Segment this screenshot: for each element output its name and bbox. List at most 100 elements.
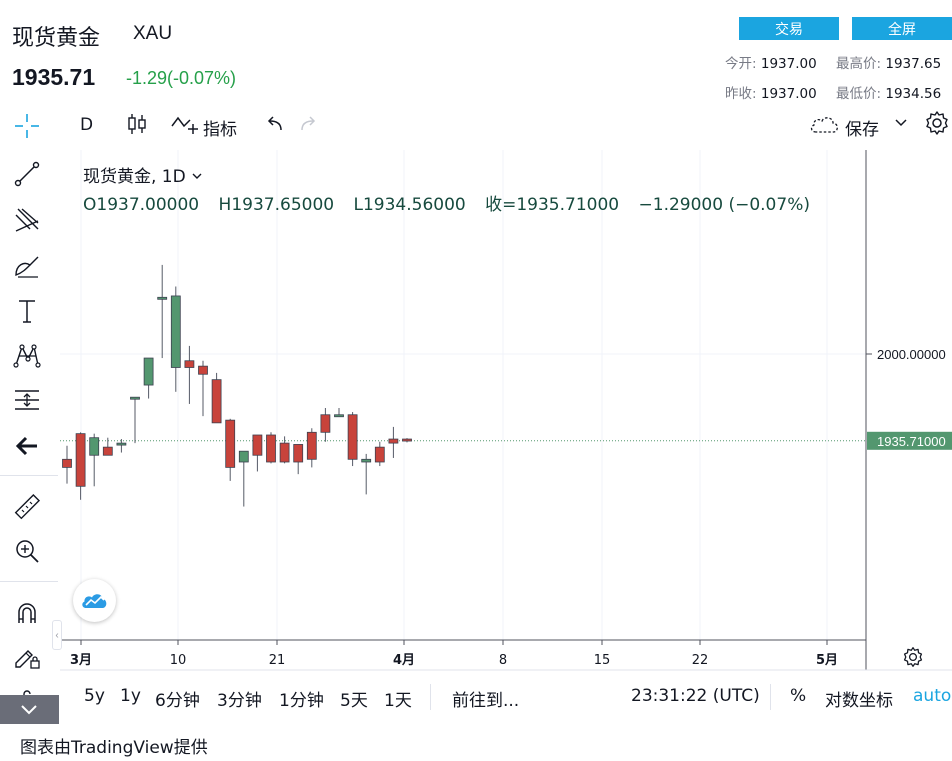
legend-close: 收=1935.71000 [485, 195, 620, 215]
legend-ohlc: O1937.00000 H1937.65000 L1934.56000 收=19… [83, 190, 824, 215]
trend-line-tool[interactable] [8, 158, 46, 190]
brush-tool[interactable] [8, 250, 46, 282]
legend-instrument[interactable]: 现货黄金, 1D [83, 162, 203, 187]
chevron-down-icon[interactable] [894, 117, 908, 129]
pattern-tool[interactable] [8, 340, 46, 372]
low-value: 1934.56 [885, 86, 942, 102]
time-tick-label: 21 [269, 653, 286, 668]
range-1min[interactable]: 1分钟 [279, 691, 324, 711]
high-label: 最高价: [836, 56, 882, 72]
redo-icon[interactable] [298, 114, 320, 134]
undo-icon[interactable] [263, 114, 285, 134]
pattern-icon [13, 344, 41, 368]
utc-clock[interactable]: 23:31:22 (UTC) [631, 686, 760, 706]
indicators-icon[interactable] [170, 112, 200, 136]
chart-axes: 2000.00000 1935.71000 3月 10 21 4月 8 15 22 5月 [60, 150, 952, 671]
candle-body [75, 433, 86, 487]
measure-tool[interactable] [8, 384, 46, 416]
candle-body [388, 438, 399, 444]
prediction-measure-icon [15, 390, 39, 410]
prev-close-stat: 昨收: 1937.00 [725, 82, 817, 102]
trend-line-icon [14, 161, 40, 187]
bottom-divider [770, 684, 771, 710]
high-value: 1937.65 [885, 56, 942, 72]
draw-lock-tool[interactable] [8, 640, 46, 672]
candle-body [184, 360, 195, 368]
magnet-tool[interactable] [8, 597, 46, 629]
instrument-symbol: XAU [133, 23, 173, 44]
chart-grid [60, 150, 866, 640]
settings-gear-icon[interactable] [924, 110, 950, 136]
brush-icon [15, 256, 39, 278]
bottom-divider [430, 684, 431, 710]
crosshair-tool[interactable] [8, 110, 46, 142]
legend-delta: −1.29000 (−0.07%) [638, 195, 810, 215]
current-price-tag [867, 431, 952, 450]
scroll-left-handle[interactable]: ‹ [52, 620, 62, 650]
range-5y[interactable]: 5y [84, 686, 105, 706]
candle-body [279, 442, 290, 463]
candle-body [62, 458, 72, 468]
legend-open: O1937.00000 [83, 195, 200, 215]
candle-body [306, 431, 317, 460]
goto-date-button[interactable]: 前往到... [452, 691, 520, 711]
tradingview-cloud-icon [82, 594, 107, 608]
tradingview-logo[interactable] [73, 579, 116, 622]
candle-type-icon[interactable] [126, 112, 148, 136]
candle-body [374, 446, 385, 463]
candle-body [198, 365, 208, 375]
low-stat: 最低价: 1934.56 [836, 82, 941, 102]
time-tick-label: 4月 [393, 653, 415, 668]
axis-settings-gear-icon[interactable] [902, 646, 924, 668]
range-6min[interactable]: 6分钟 [155, 691, 200, 711]
text-tool[interactable] [8, 295, 46, 327]
save-button[interactable]: 保存 [845, 120, 879, 140]
candle-body [252, 434, 263, 456]
indicators-button[interactable]: 指标 [203, 120, 237, 140]
range-3min[interactable]: 3分钟 [217, 691, 262, 711]
time-tick-label: 22 [692, 653, 709, 668]
pitchfork-tool[interactable] [8, 204, 46, 236]
instrument-title: 现货黄金 [12, 26, 101, 51]
candle-body [293, 444, 304, 463]
trade-button[interactable]: 交易 [739, 17, 839, 40]
candle-body [402, 438, 412, 442]
collapse-toolbar-button[interactable] [0, 695, 59, 724]
auto-scale-toggle[interactable]: auto [913, 686, 952, 706]
range-1y[interactable]: 1y [120, 686, 141, 706]
back-arrow-tool[interactable] [8, 430, 46, 462]
candle-body [89, 437, 100, 456]
pitchfork-icon [15, 208, 39, 232]
candle-body [334, 414, 344, 418]
candle-body [238, 450, 249, 463]
candle-body [361, 458, 372, 463]
low-label: 最低价: [836, 86, 882, 102]
candle-body [143, 357, 154, 386]
range-5d[interactable]: 5天 [340, 691, 368, 711]
open-label: 今开: [725, 56, 757, 72]
candle-body [157, 296, 168, 300]
log-scale-toggle[interactable]: 对数坐标 [825, 691, 893, 711]
ruler-tool[interactable] [8, 491, 46, 523]
pencil-lock-icon [15, 650, 40, 669]
legend-name: 现货黄金, 1D [83, 167, 186, 187]
percent-scale-toggle[interactable]: % [790, 686, 807, 706]
interval-button[interactable]: D [80, 115, 94, 135]
cloud-icon[interactable] [808, 112, 842, 136]
tradingview-credit[interactable]: 图表由TradingView提供 [20, 738, 208, 758]
fullscreen-button[interactable]: 全屏 [852, 17, 952, 40]
candle-body [225, 419, 236, 468]
candle-body [170, 295, 181, 368]
range-1d[interactable]: 1天 [384, 691, 412, 711]
candle-body [320, 414, 331, 433]
candle-body [130, 396, 140, 400]
chevron-down-icon [192, 173, 202, 179]
candle-body [102, 446, 113, 456]
candlestick-series [62, 264, 412, 507]
current-price-label: 1935.71000 [877, 434, 946, 449]
time-tick-label: 3月 [70, 653, 92, 668]
chevron-down-icon [21, 705, 37, 715]
zoom-in-tool[interactable] [8, 535, 46, 567]
candle-body [211, 379, 222, 424]
